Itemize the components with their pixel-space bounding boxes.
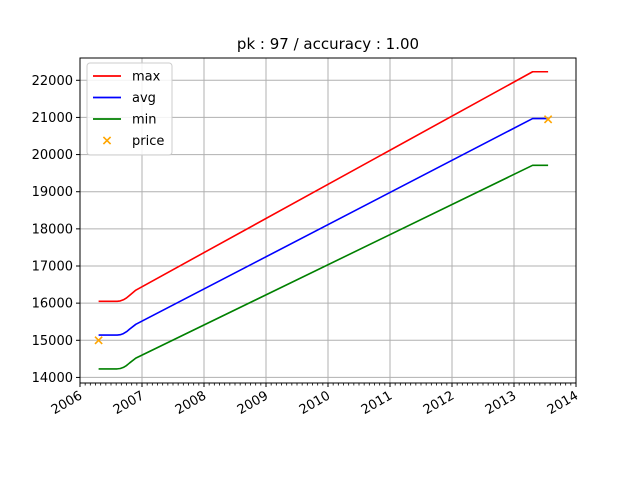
series-line-max [98,70,549,303]
grid [79,58,577,383]
y-tick-label: 16000 [32,297,73,312]
series-point-price [94,336,103,345]
y-tick-label: 17000 [32,260,73,275]
y-tick-label: 18000 [32,222,73,237]
legend-label: max [132,70,161,85]
y-tick-label: 20000 [32,148,73,163]
legend-label: price [132,134,164,149]
legend-entry-min: min [93,113,157,128]
legend-label: min [132,113,157,128]
series-layer [94,70,553,370]
legend: max avg min price [86,62,173,156]
y-tick-label: 15000 [32,334,73,349]
legend-entry-price: price [102,134,164,149]
chart-title: pk : 97 / accuracy : 1.00 [237,35,419,53]
legend-entry-max: max [93,70,161,85]
legend-label: avg [132,91,156,106]
y-tick-label: 14000 [32,371,73,386]
legend-entry-avg: avg [93,91,156,106]
series-line-avg [98,117,549,336]
legend-box [86,62,173,156]
series-point-price [543,115,553,124]
legend-swatch [102,136,112,145]
y-tick-label: 19000 [32,185,73,200]
series-line-min [98,164,549,370]
y-tick-label: 22000 [32,74,73,89]
y-tick-label: 21000 [32,111,73,126]
